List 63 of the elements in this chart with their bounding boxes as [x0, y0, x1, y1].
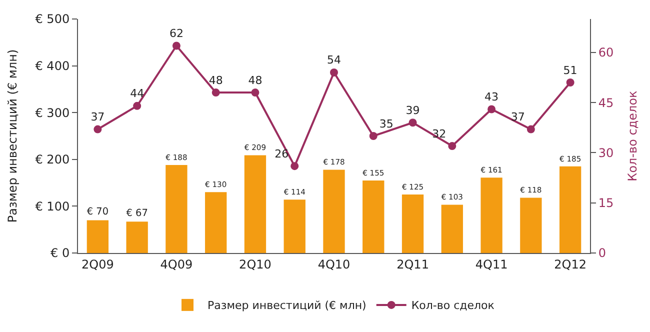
data-label: 26 [274, 147, 289, 160]
data-label: 44 [130, 87, 144, 100]
point [526, 125, 535, 134]
point [566, 78, 574, 87]
bar [86, 220, 109, 253]
point [408, 118, 417, 127]
bar [244, 155, 266, 253]
y-tick-label: € 400 [35, 59, 70, 73]
y-tick-label: € 500 [35, 12, 70, 26]
data-label: 35 [379, 117, 394, 130]
x-tick-label: 4Q10 [318, 257, 350, 272]
x-tick-label: 2Q12 [554, 257, 586, 272]
data-label: 37 [90, 110, 105, 124]
legend-label: Размер инвестиций (€ млн) [208, 299, 366, 312]
x-tick-label: 4Q09 [160, 257, 193, 272]
y-tick-label: € 0 [50, 246, 70, 260]
bar [166, 165, 188, 253]
data-label: 37 [510, 110, 525, 124]
data-label: 48 [248, 74, 262, 87]
bar [559, 166, 582, 253]
point [133, 102, 142, 110]
x-tick-label: 2Q11 [396, 257, 429, 272]
bar [480, 178, 502, 253]
data-label: 51 [563, 64, 578, 77]
bar [126, 222, 148, 253]
point [448, 142, 456, 150]
y-axis-title: Размер инвестиций (€ млн) [6, 49, 20, 223]
y2-axis-title: Кол-во сделок [626, 90, 640, 182]
y-tick-label: € 300 [35, 106, 70, 120]
point [251, 88, 260, 97]
point [290, 162, 299, 170]
y2-tick-label: 0 [598, 246, 606, 260]
bar [323, 170, 345, 253]
point [172, 42, 180, 50]
data-label: 48 [208, 74, 223, 87]
bar [441, 204, 463, 253]
bar [362, 180, 384, 253]
y-tick-label: € 100 [35, 199, 70, 214]
point [369, 132, 378, 140]
bar [205, 192, 227, 253]
data-label: 43 [484, 90, 499, 104]
point [330, 68, 338, 76]
bar [402, 194, 424, 253]
y2-tick-label: 45 [598, 96, 614, 110]
y-tick-label: € 200 [35, 152, 70, 167]
data-label: € 67 [126, 208, 148, 219]
x-tick-label: 2Q10 [239, 257, 272, 272]
legend-label: Кол-во сделок [411, 299, 495, 312]
data-label: 32 [432, 127, 446, 140]
bar [284, 200, 306, 253]
data-label: 39 [406, 104, 420, 117]
bar [520, 198, 542, 253]
point [94, 125, 102, 134]
data-label: 54 [327, 54, 341, 67]
point [488, 105, 496, 114]
y2-tick-label: 30 [598, 146, 614, 160]
x-tick-label: 4Q11 [475, 257, 508, 272]
x-tick-label: 2Q09 [82, 257, 114, 272]
data-label: € 70 [86, 206, 109, 218]
y2-tick-label: 15 [598, 196, 614, 210]
data-label: 62 [169, 26, 184, 40]
y2-tick-label: 60 [598, 46, 614, 60]
point [212, 88, 220, 97]
